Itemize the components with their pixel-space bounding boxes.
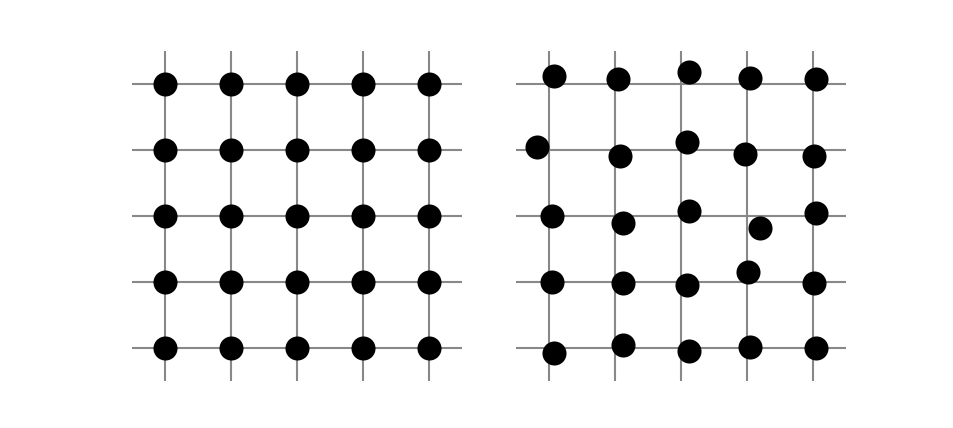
Point xyxy=(223,213,238,220)
Point xyxy=(680,208,696,214)
Point xyxy=(807,345,822,351)
Point xyxy=(420,345,436,351)
Point xyxy=(420,213,436,220)
Point xyxy=(610,76,625,83)
Point xyxy=(529,143,544,150)
Point xyxy=(355,147,370,154)
Point xyxy=(612,152,627,159)
Point xyxy=(355,213,370,220)
Point xyxy=(546,73,561,80)
Point xyxy=(615,280,630,287)
Point xyxy=(420,147,436,154)
Point xyxy=(615,219,630,226)
Point xyxy=(223,279,238,285)
Point xyxy=(546,350,561,357)
Point xyxy=(223,81,238,88)
Point xyxy=(741,74,757,81)
Point xyxy=(615,341,630,348)
Point xyxy=(679,139,695,146)
Point xyxy=(157,279,172,285)
Point xyxy=(680,348,696,355)
Point xyxy=(740,269,755,276)
Point xyxy=(805,152,821,159)
Point xyxy=(289,279,304,285)
Point xyxy=(355,279,370,285)
Point xyxy=(420,279,436,285)
Point xyxy=(157,345,172,351)
Point xyxy=(289,81,304,88)
Point xyxy=(420,81,436,88)
Point xyxy=(157,147,172,154)
Point xyxy=(805,280,821,287)
Point xyxy=(157,213,172,220)
Point xyxy=(737,150,752,157)
Point xyxy=(223,345,238,351)
Point xyxy=(355,81,370,88)
Point xyxy=(223,147,238,154)
Point xyxy=(355,345,370,351)
Point xyxy=(289,147,304,154)
Point xyxy=(289,345,304,351)
Point xyxy=(544,213,559,220)
Point xyxy=(157,81,172,88)
Point xyxy=(741,343,757,350)
Point xyxy=(752,225,767,232)
Point xyxy=(544,279,559,285)
Point xyxy=(679,282,695,289)
Point xyxy=(807,209,822,216)
Point xyxy=(807,76,822,83)
Point xyxy=(289,213,304,220)
Point xyxy=(680,69,696,76)
